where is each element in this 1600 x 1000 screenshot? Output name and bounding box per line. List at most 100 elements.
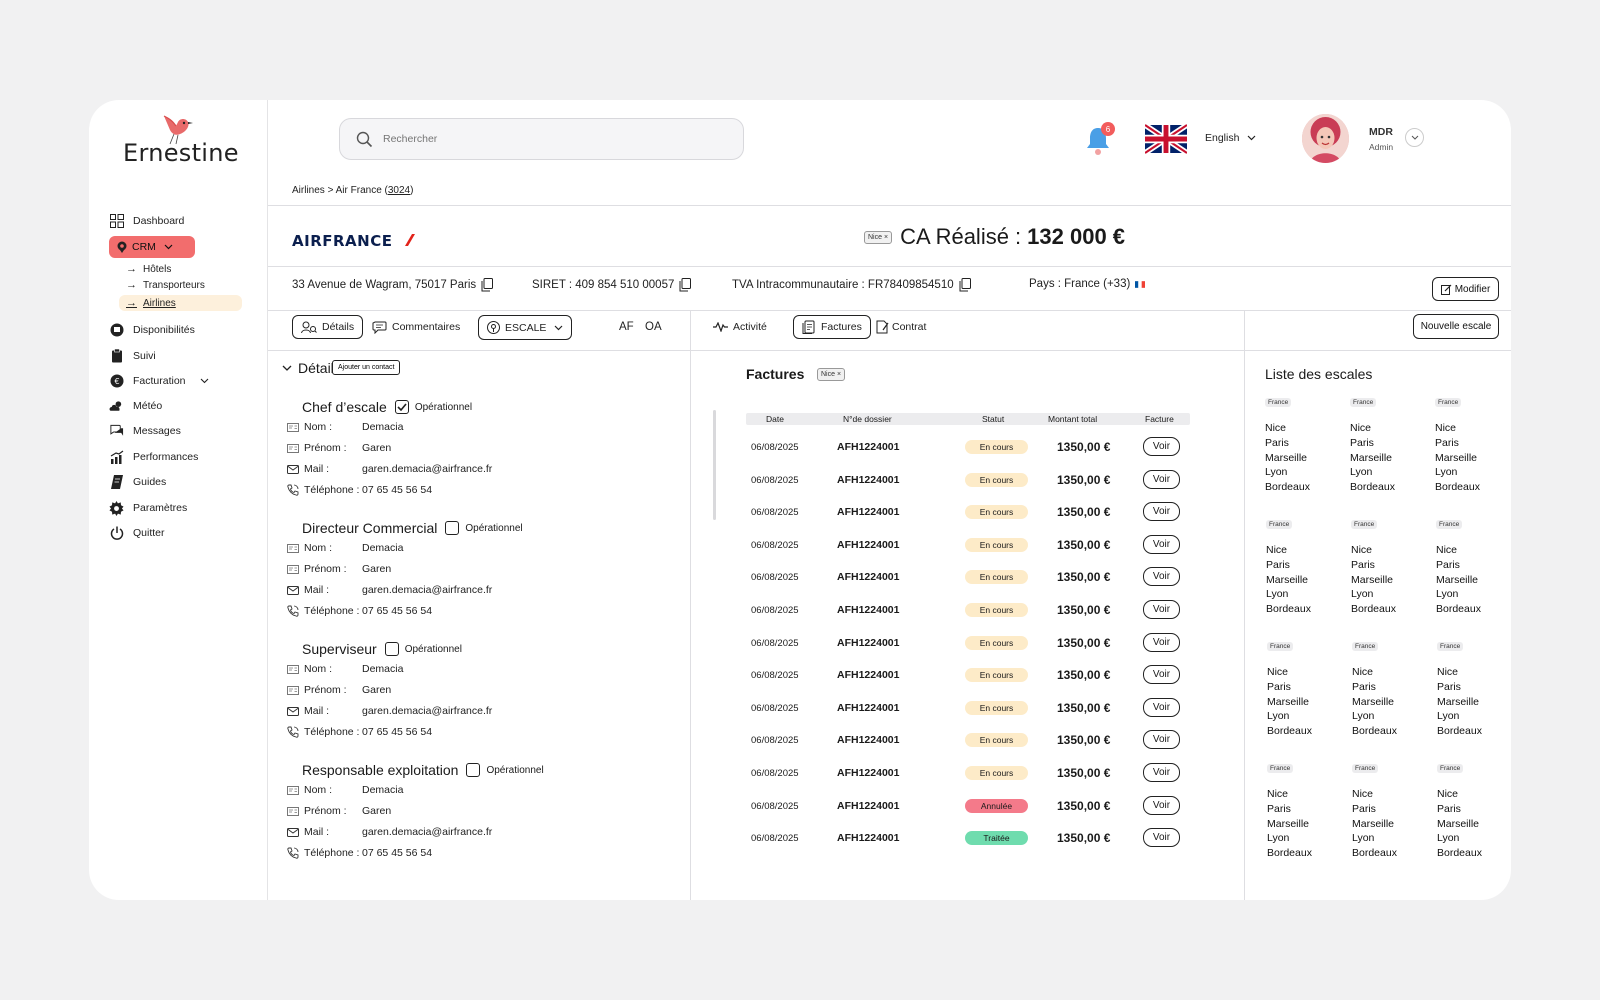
- city-item[interactable]: Lyon: [1352, 710, 1375, 723]
- location-tag[interactable]: Nice ×: [864, 230, 893, 244]
- view-invoice-button[interactable]: Voir: [1143, 828, 1180, 848]
- tab-comments[interactable]: Commentaires: [372, 315, 460, 339]
- field-value[interactable]: 07 65 45 56 54: [362, 726, 433, 738]
- city-item[interactable]: Nice: [1267, 788, 1289, 800]
- field-value[interactable]: garen.demacia@airfrance.fr: [362, 463, 493, 475]
- city-item[interactable]: Marseille: [1266, 573, 1309, 586]
- view-invoice-button[interactable]: Voir: [1143, 437, 1180, 456]
- field-value[interactable]: 07 65 45 56 54: [362, 847, 433, 859]
- city-item[interactable]: Bordeaux: [1265, 481, 1310, 494]
- tab-details[interactable]: Détails: [292, 315, 364, 339]
- field-value[interactable]: 07 65 45 56 54: [362, 605, 433, 617]
- city-item[interactable]: Paris: [1436, 558, 1460, 571]
- city-item[interactable]: Lyon: [1351, 588, 1374, 601]
- city-item[interactable]: Bordeaux: [1437, 725, 1482, 738]
- city-item[interactable]: Marseille: [1352, 695, 1395, 708]
- city-item[interactable]: Bordeaux: [1352, 725, 1397, 738]
- city-item[interactable]: Bordeaux: [1350, 481, 1395, 494]
- city-item[interactable]: Marseille: [1435, 451, 1478, 464]
- sidebar-sub-airlines[interactable]: → Airlines: [119, 295, 242, 311]
- checkbox[interactable]: [394, 400, 409, 414]
- city-item[interactable]: Lyon: [1437, 832, 1460, 845]
- view-invoice-button[interactable]: Voir: [1143, 600, 1180, 619]
- add-contact-button[interactable]: Ajouter un contact: [332, 360, 401, 375]
- sidebar-item-parametres[interactable]: Paramètres: [109, 497, 187, 519]
- city-item[interactable]: Nice: [1437, 788, 1459, 800]
- copy-icon[interactable]: [679, 278, 692, 292]
- notifications-button[interactable]: 6: [1085, 122, 1115, 155]
- view-invoice-button[interactable]: Voir: [1143, 567, 1180, 587]
- city-item[interactable]: Marseille: [1351, 573, 1394, 586]
- city-item[interactable]: Nice: [1352, 788, 1374, 800]
- city-item[interactable]: Paris: [1267, 680, 1291, 693]
- sidebar-item-meteo[interactable]: Météo: [109, 395, 162, 417]
- city-item[interactable]: Lyon: [1437, 710, 1460, 723]
- city-item[interactable]: Nice: [1436, 544, 1458, 556]
- avatar[interactable]: [1302, 114, 1349, 163]
- city-item[interactable]: Nice: [1265, 422, 1287, 434]
- view-invoice-button[interactable]: Voir: [1143, 632, 1180, 652]
- tab-oa[interactable]: OA: [645, 315, 662, 339]
- operational-checkbox[interactable]: Opérationnel: [394, 400, 472, 414]
- city-item[interactable]: Bordeaux: [1435, 481, 1480, 494]
- sidebar-item-messages[interactable]: Messages: [109, 420, 181, 442]
- city-item[interactable]: Nice: [1352, 666, 1374, 678]
- checkbox[interactable]: [384, 642, 399, 656]
- city-item[interactable]: Nice: [1351, 544, 1373, 556]
- city-item[interactable]: Lyon: [1265, 466, 1288, 479]
- breadcrumb-path[interactable]: Airlines > Air France (: [292, 185, 388, 196]
- city-item[interactable]: Nice: [1266, 544, 1288, 556]
- view-invoice-button[interactable]: Voir: [1143, 534, 1180, 554]
- view-invoice-button[interactable]: Voir: [1143, 469, 1180, 489]
- new-escale-button[interactable]: Nouvelle escale: [1413, 314, 1499, 339]
- city-item[interactable]: Paris: [1266, 558, 1290, 571]
- sidebar-item-quitter[interactable]: Quitter: [109, 522, 165, 544]
- modify-button[interactable]: Modifier: [1432, 277, 1499, 301]
- search-input[interactable]: [383, 133, 683, 145]
- copy-icon[interactable]: [959, 278, 971, 292]
- sidebar-item-performances[interactable]: Performances: [109, 446, 198, 468]
- field-value[interactable]: garen.demacia@airfrance.fr: [362, 826, 493, 838]
- sidebar-item-disponibilites[interactable]: Disponibilités: [109, 319, 195, 341]
- field-value[interactable]: garen.demacia@airfrance.fr: [362, 705, 493, 717]
- field-value[interactable]: 07 65 45 56 54: [362, 484, 433, 496]
- city-item[interactable]: Marseille: [1436, 573, 1479, 586]
- city-item[interactable]: Marseille: [1265, 451, 1308, 464]
- tab-af[interactable]: AF: [619, 315, 634, 339]
- view-invoice-button[interactable]: Voir: [1143, 795, 1180, 815]
- operational-checkbox[interactable]: Opérationnel: [445, 521, 523, 535]
- view-invoice-button[interactable]: Voir: [1143, 502, 1180, 522]
- view-invoice-button[interactable]: Voir: [1143, 763, 1180, 782]
- checkbox[interactable]: [445, 521, 460, 535]
- city-item[interactable]: Marseille: [1437, 817, 1480, 830]
- sidebar-item-facturation[interactable]: € Facturation: [109, 370, 209, 392]
- city-item[interactable]: Paris: [1352, 802, 1376, 815]
- language-select[interactable]: English: [1205, 132, 1256, 144]
- brand-logo[interactable]: Ernestine: [123, 114, 239, 174]
- city-item[interactable]: Paris: [1267, 802, 1291, 815]
- city-item[interactable]: Paris: [1351, 558, 1375, 571]
- search-box[interactable]: [339, 118, 744, 160]
- city-item[interactable]: Paris: [1352, 680, 1376, 693]
- copy-icon[interactable]: [481, 278, 494, 292]
- sidebar-sub-transporteurs[interactable]: → Transporteurs: [126, 279, 205, 291]
- details-section-header[interactable]: Détails: [282, 360, 341, 376]
- operational-checkbox[interactable]: Opérationnel: [466, 763, 544, 777]
- city-item[interactable]: Marseille: [1267, 817, 1310, 830]
- city-item[interactable]: Bordeaux: [1267, 725, 1312, 738]
- city-item[interactable]: Lyon: [1350, 466, 1373, 479]
- city-item[interactable]: Marseille: [1350, 451, 1393, 464]
- city-item[interactable]: Nice: [1437, 666, 1459, 678]
- city-item[interactable]: Paris: [1435, 436, 1459, 449]
- city-item[interactable]: Nice: [1267, 666, 1289, 678]
- city-item[interactable]: Lyon: [1267, 710, 1290, 723]
- city-item[interactable]: Lyon: [1435, 466, 1458, 479]
- city-item[interactable]: Lyon: [1352, 832, 1375, 845]
- city-item[interactable]: Paris: [1350, 436, 1374, 449]
- city-item[interactable]: Bordeaux: [1436, 603, 1481, 616]
- sidebar-item-crm[interactable]: CRM: [109, 236, 195, 258]
- sidebar-item-dashboard[interactable]: Dashboard: [109, 210, 184, 232]
- uk-flag-icon[interactable]: [1145, 124, 1187, 154]
- view-invoice-button[interactable]: Voir: [1143, 697, 1180, 717]
- city-item[interactable]: Bordeaux: [1351, 603, 1396, 616]
